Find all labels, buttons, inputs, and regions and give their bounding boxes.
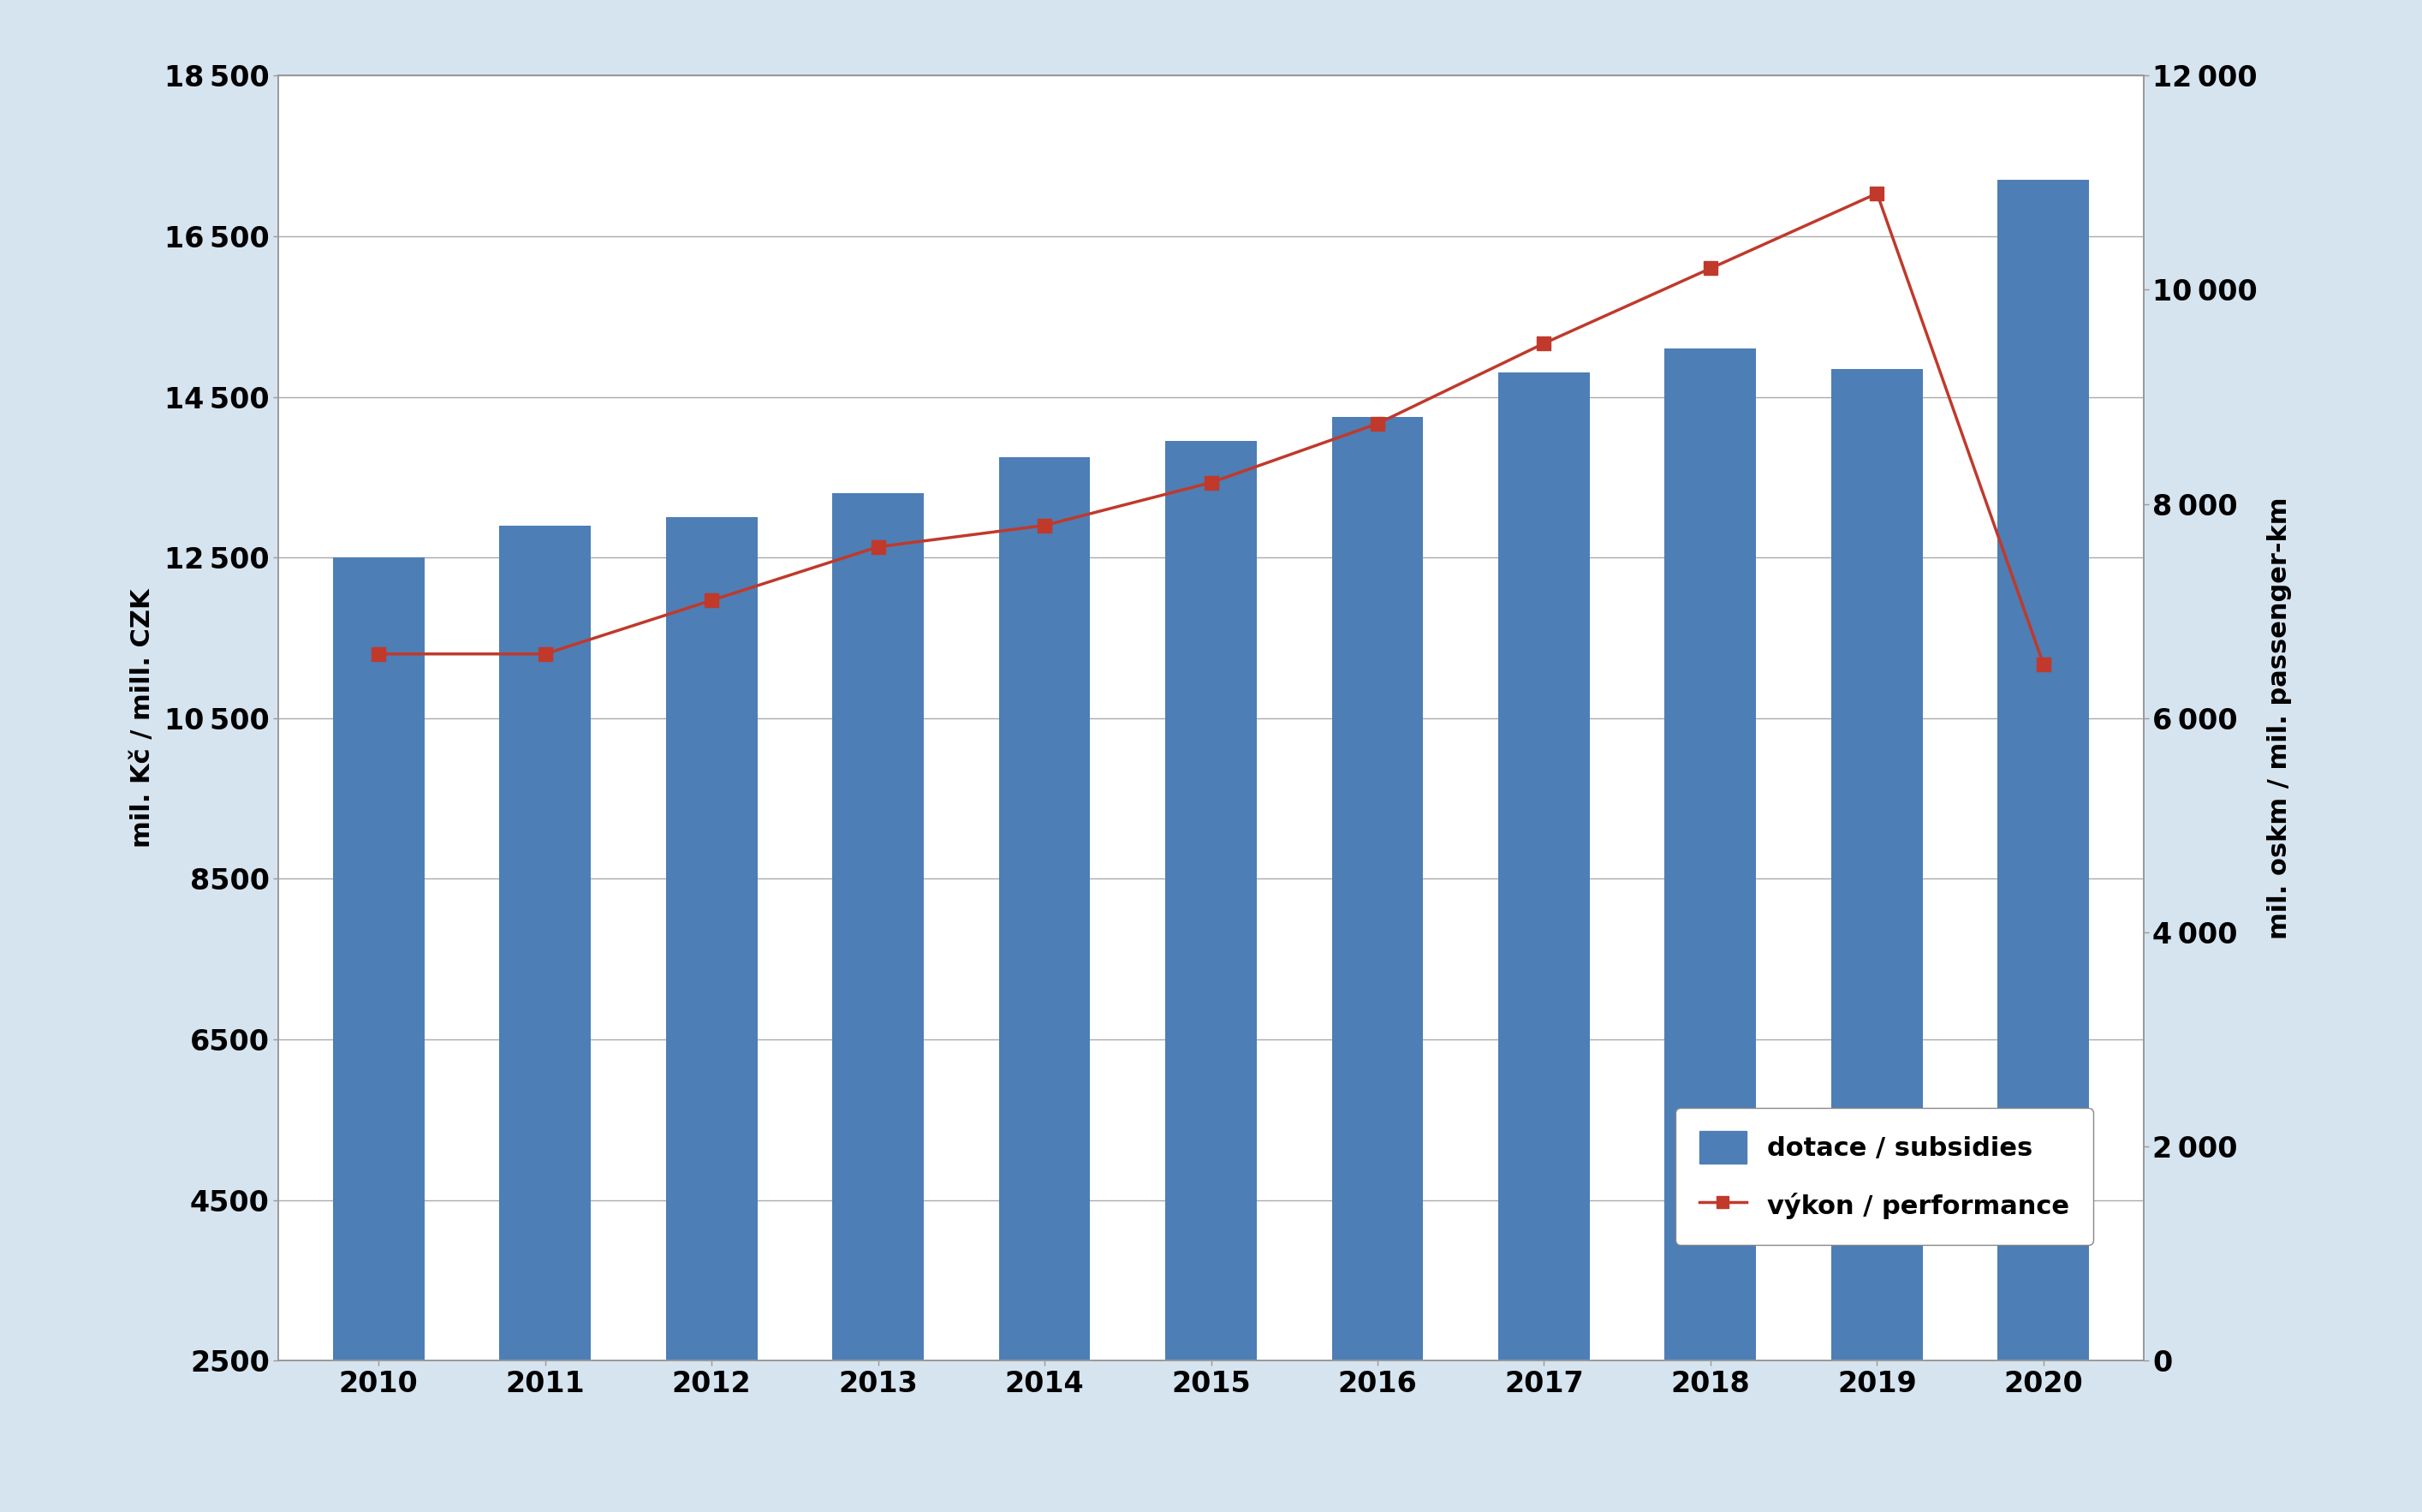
Bar (1499, 373, 1589, 1512)
Bar (666, 517, 758, 1512)
Bar (998, 457, 1090, 1512)
Bar (1332, 417, 1424, 1512)
Bar (499, 525, 591, 1512)
Bar (332, 558, 424, 1512)
Y-axis label: mil. oskm / mil. passenger-km: mil. oskm / mil. passenger-km (2267, 497, 2291, 939)
Y-axis label: mil. Kč / mill. CZK: mil. Kč / mill. CZK (131, 588, 155, 848)
Legend: dotace / subsidies, výkon / performance: dotace / subsidies, výkon / performance (1676, 1108, 2093, 1244)
Bar (833, 493, 923, 1512)
Bar (1165, 442, 1257, 1512)
Bar (1664, 349, 1756, 1512)
Bar (1998, 180, 2090, 1512)
Bar (1831, 369, 1923, 1512)
